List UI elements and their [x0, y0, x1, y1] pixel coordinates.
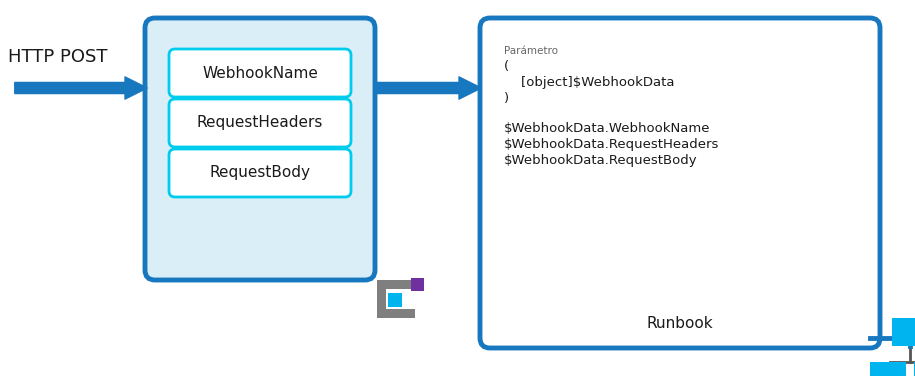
FancyArrowPatch shape: [15, 77, 147, 99]
FancyBboxPatch shape: [377, 280, 386, 318]
FancyBboxPatch shape: [145, 18, 375, 280]
FancyBboxPatch shape: [411, 278, 424, 291]
FancyBboxPatch shape: [892, 318, 915, 346]
Text: ): ): [504, 92, 509, 105]
FancyBboxPatch shape: [914, 362, 915, 376]
Text: $WebhookData.RequestBody: $WebhookData.RequestBody: [504, 154, 697, 167]
Text: WebhookName: WebhookName: [202, 65, 318, 80]
Text: HTTP POST: HTTP POST: [8, 48, 107, 66]
FancyArrowPatch shape: [373, 77, 481, 99]
FancyBboxPatch shape: [870, 362, 906, 376]
Text: $WebhookData.WebhookName: $WebhookData.WebhookName: [504, 122, 711, 135]
Text: RequestBody: RequestBody: [210, 165, 310, 180]
Text: Parámetro: Parámetro: [504, 46, 558, 56]
FancyBboxPatch shape: [377, 309, 415, 318]
FancyBboxPatch shape: [377, 280, 415, 289]
Text: (: (: [504, 60, 509, 73]
FancyBboxPatch shape: [169, 99, 351, 147]
Text: RequestHeaders: RequestHeaders: [197, 115, 323, 130]
FancyBboxPatch shape: [388, 293, 402, 307]
FancyBboxPatch shape: [169, 149, 351, 197]
Text: Runbook: Runbook: [647, 316, 714, 331]
FancyBboxPatch shape: [480, 18, 880, 348]
FancyBboxPatch shape: [169, 49, 351, 97]
Text: $WebhookData.RequestHeaders: $WebhookData.RequestHeaders: [504, 138, 719, 151]
Text: [object]$WebhookData: [object]$WebhookData: [504, 76, 674, 89]
